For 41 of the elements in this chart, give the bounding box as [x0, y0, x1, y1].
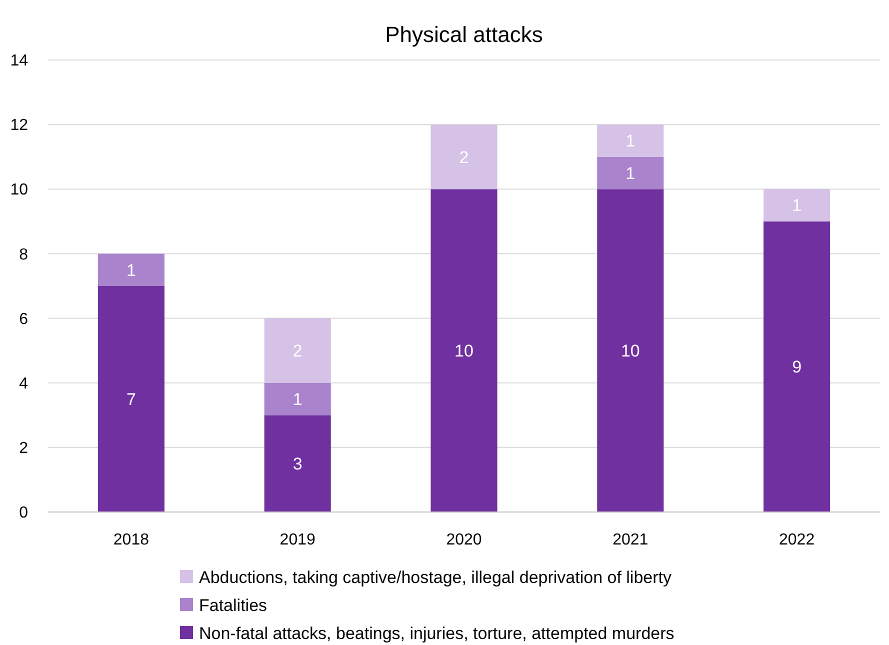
data-label: 10 [620, 342, 640, 361]
bar [264, 382, 331, 416]
bar [98, 286, 164, 512]
x-tick-label: 2020 [446, 532, 482, 549]
y-tick-label: 14 [10, 52, 28, 70]
data-label: 1 [126, 260, 136, 280]
bar [764, 221, 830, 512]
data-label: 10 [454, 342, 474, 361]
data-label: 3 [292, 454, 302, 474]
y-tick-label: 10 [10, 182, 28, 199]
x-tick-label: 2021 [612, 532, 648, 549]
chart-title: Physical attacks [385, 22, 543, 47]
bar [430, 189, 498, 512]
y-tick-label: 4 [19, 375, 28, 392]
x-tick-label: 2019 [280, 532, 316, 549]
legend-label: Abductions, taking captive/hostage, illegal deprivation of liberty [199, 568, 672, 587]
bar [430, 124, 498, 190]
bar [764, 189, 830, 222]
bar [597, 156, 664, 190]
legend-label: Fatalities [199, 596, 268, 615]
data-label: 2 [292, 342, 302, 361]
y-tick-label: 0 [19, 504, 28, 522]
y-tick-label: 12 [10, 117, 28, 134]
y-tick-label: 2 [19, 440, 28, 458]
legend-label: Non-fatal attacks, beatings, injuries, torture, attempted murders [199, 624, 674, 643]
data-label: 9 [792, 358, 802, 377]
x-tick-label: 2018 [113, 532, 150, 549]
data-label: 2 [459, 148, 469, 167]
data-label: 1 [626, 132, 636, 151]
y-tick-label: 6 [19, 310, 28, 328]
bar [597, 189, 664, 512]
x-tick-label: 2022 [779, 532, 815, 549]
y-tick-label: 8 [19, 246, 28, 264]
data-label: 1 [626, 164, 636, 183]
data-label: 1 [792, 196, 802, 216]
bar [264, 415, 331, 512]
data-label: 7 [126, 390, 136, 409]
bar [98, 254, 164, 286]
bar [597, 124, 664, 157]
bar [264, 318, 331, 383]
data-label: 1 [292, 390, 302, 409]
